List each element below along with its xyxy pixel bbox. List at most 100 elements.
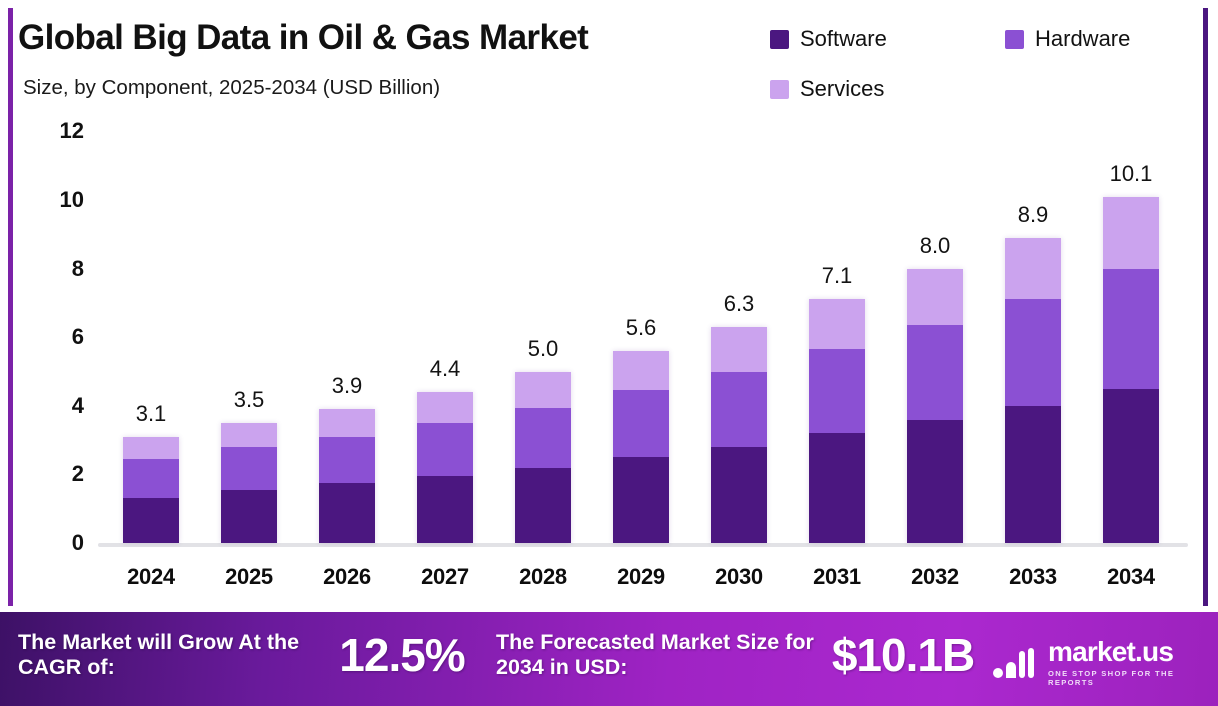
legend-swatch-icon: [770, 29, 789, 49]
bar-segment-software: [711, 446, 767, 543]
bar-group-2026[interactable]: 3.9 2026: [298, 118, 396, 589]
bars-container: 3.1 2024 3.5 2025 3.9 2026 4.4 2027 5.0 2028 5.6 20…: [102, 118, 1188, 589]
bar-total-label: 3.5: [233, 386, 265, 412]
bar-segment-software: [1005, 405, 1061, 543]
frame-border-right: [1203, 8, 1208, 606]
bar-group-2029[interactable]: 5.6 2029: [592, 118, 690, 589]
stacked-bar[interactable]: [1005, 237, 1061, 543]
bar-segment-hardware: [319, 436, 375, 483]
x-axis-label-2032: 2032: [911, 564, 959, 589]
bar-total-label: 5.0: [527, 335, 559, 361]
bar-segment-hardware: [711, 371, 767, 447]
bar-segment-software: [809, 433, 865, 543]
cagr-label: The Market will Grow At the CAGR of:: [18, 630, 300, 680]
x-axis-label-2030: 2030: [715, 564, 763, 589]
bar-group-2028[interactable]: 5.0 2028: [494, 118, 592, 589]
chart-header: Global Big Data in Oil & Gas Market Size…: [18, 10, 1198, 120]
y-axis-tick-2: 2: [71, 461, 84, 487]
bar-group-2025[interactable]: 3.5 2025: [200, 118, 298, 589]
stacked-bar[interactable]: [123, 436, 179, 543]
bar-segment-software: [417, 476, 473, 543]
x-axis-label-2029: 2029: [617, 564, 665, 589]
legend-label: Services: [800, 76, 885, 101]
market-us-logo-mark-icon: [992, 646, 1038, 680]
bar-segment-hardware: [123, 458, 179, 499]
bar-segment-hardware: [515, 407, 571, 468]
market-us-logo[interactable]: market.us ONE STOP SHOP FOR THE REPORTS: [992, 638, 1218, 687]
logo-name: market.us: [1048, 636, 1174, 667]
bar-group-2024[interactable]: 3.1 2024: [102, 118, 200, 589]
x-axis-label-2025: 2025: [225, 564, 273, 589]
stacked-bar[interactable]: [711, 326, 767, 543]
bar-total-label: 4.4: [429, 356, 461, 382]
forecast-size-value: $10.1B: [831, 629, 975, 681]
stacked-bar[interactable]: [417, 392, 473, 543]
x-axis-label-2033: 2033: [1009, 564, 1057, 589]
page-subtitle: Size, by Component, 2025-2034 (USD Billi…: [23, 76, 441, 99]
stacked-bar[interactable]: [613, 350, 669, 543]
bar-segment-software: [613, 457, 669, 543]
bar-segment-services: [515, 371, 571, 408]
legend-swatch-icon: [1005, 29, 1024, 49]
bar-segment-services: [319, 409, 375, 437]
bar-total-label: 3.9: [331, 373, 363, 399]
bar-segment-services: [1005, 237, 1061, 300]
forecast-size-label: The Forecasted Market Size for 2034 in U…: [496, 630, 814, 680]
bar-segment-software: [907, 419, 963, 543]
bar-segment-hardware: [809, 349, 865, 434]
y-axis-tick-6: 6: [71, 324, 84, 350]
bar-group-2030[interactable]: 6.3 2030: [690, 118, 788, 589]
bar-group-2031[interactable]: 7.1 2031: [788, 118, 886, 589]
bar-segment-software: [515, 467, 571, 543]
chart-plot-area: 0 2 4 6 8 10 12 3.1 2024 3.5 2025 3.9 2026 4.4 2027 5.…: [18, 118, 1200, 600]
bar-segment-software: [221, 489, 277, 543]
legend-swatch-icon: [770, 79, 789, 99]
logo-tagline: ONE STOP SHOP FOR THE REPORTS: [1048, 669, 1175, 687]
x-axis-label-2027: 2027: [421, 564, 469, 589]
bar-segment-hardware: [1103, 268, 1159, 389]
stacked-bar[interactable]: [319, 409, 375, 543]
stacked-bar[interactable]: [1103, 196, 1159, 543]
y-axis-tick-10: 10: [59, 187, 84, 212]
bar-segment-hardware: [1005, 299, 1061, 406]
y-axis-tick-4: 4: [71, 392, 84, 418]
stacked-bar[interactable]: [809, 299, 865, 543]
bar-segment-services: [809, 299, 865, 350]
bar-total-label: 6.3: [723, 290, 755, 316]
bar-segment-software: [123, 498, 179, 543]
legend-label: Hardware: [1035, 26, 1131, 51]
bar-group-2032[interactable]: 8.0 2032: [886, 118, 984, 589]
x-axis-label-2024: 2024: [127, 564, 175, 589]
bar-segment-services: [1103, 196, 1159, 269]
bar-group-2034[interactable]: 10.1 2034: [1082, 118, 1180, 589]
stacked-bar[interactable]: [221, 422, 277, 543]
x-axis-label-2031: 2031: [813, 564, 861, 589]
bar-total-label: 10.1: [1109, 160, 1153, 186]
bar-segment-services: [417, 392, 473, 423]
bar-total-label: 5.6: [625, 314, 657, 340]
bar-segment-hardware: [907, 325, 963, 420]
stacked-bar[interactable]: [515, 371, 571, 543]
stacked-bar[interactable]: [907, 268, 963, 543]
bar-total-label: 7.1: [821, 263, 853, 289]
y-axis-tick-0: 0: [71, 530, 84, 555]
legend-label: Software: [800, 26, 887, 51]
bar-segment-hardware: [417, 422, 473, 477]
x-axis-label-2028: 2028: [519, 564, 567, 589]
bar-segment-services: [123, 436, 179, 459]
bar-segment-services: [221, 422, 277, 447]
bar-group-2033[interactable]: 8.9 2033: [984, 118, 1082, 589]
bar-segment-software: [1103, 388, 1159, 543]
frame-border-left: [8, 8, 13, 606]
y-axis-tick-12: 12: [59, 118, 84, 144]
bar-segment-services: [907, 268, 963, 326]
bar-total-label: 8.0: [919, 232, 951, 258]
legend-item-services[interactable]: Services: [770, 76, 884, 102]
page-title: Global Big Data in Oil & Gas Market: [18, 18, 589, 57]
x-axis-label-2026: 2026: [323, 564, 371, 589]
legend-item-software[interactable]: Software: [770, 26, 887, 52]
legend-item-hardware[interactable]: Hardware: [1005, 26, 1130, 52]
bar-group-2027[interactable]: 4.4 2027: [396, 118, 494, 589]
footer-banner: The Market will Grow At the CAGR of: 12.…: [0, 612, 1218, 706]
